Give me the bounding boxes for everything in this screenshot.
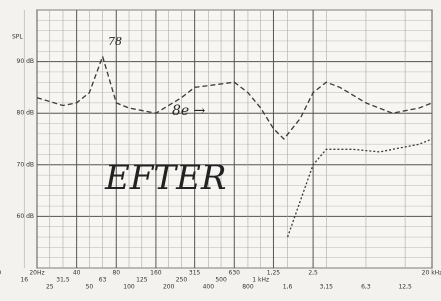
x-tick-label: 10 (0, 270, 1, 277)
x-tick-label: 1,6 (283, 284, 293, 291)
x-tick-label: 6,3 (361, 284, 371, 291)
annotation: 78 (108, 35, 122, 48)
x-tick-label: 63 (99, 277, 107, 284)
y-tick-label: 70 dB (17, 161, 34, 168)
y-tick-label: 60 dB (17, 213, 34, 220)
x-tick-label: 40 (73, 270, 81, 277)
annotation: EFTER (104, 158, 227, 198)
x-tick-label: 2,5 (308, 270, 318, 277)
y-tick-label: 80 dB (17, 110, 34, 117)
x-tick-label: 20 kHz (422, 270, 441, 277)
x-tick-label: 800 (242, 284, 254, 291)
y-tick-label: 90 dB (17, 58, 34, 65)
x-tick-label: 12,5 (398, 284, 412, 291)
x-tick-label: 250 (176, 277, 188, 284)
x-tick-label: 31,5 (56, 277, 70, 284)
annotation: 8e → (172, 103, 206, 119)
x-tick-label: 500 (215, 277, 227, 284)
x-tick-label: 1,25 (267, 270, 281, 277)
x-tick-label: 400 (203, 284, 215, 291)
x-tick-label: 200 (163, 284, 175, 291)
x-tick-label: 100 (123, 284, 135, 291)
x-tick-label: 630 (229, 270, 241, 277)
x-tick-label: 3,15 (320, 284, 334, 291)
x-tick-label: 80 (112, 270, 120, 277)
x-tick-label: 160 (150, 270, 162, 277)
x-tick-label: 50 (86, 284, 94, 291)
x-tick-label: 1 kHz (252, 277, 269, 284)
x-tick-label: 16 (20, 277, 28, 284)
x-tick-label: 125 (136, 277, 148, 284)
chart: SPL 78 8e → EFTER 60 dB 70 dB 80 dB 90 dB 20… (0, 0, 441, 301)
x-tick-label: 25 (46, 284, 54, 291)
x-tick-label: 20Hz (29, 270, 44, 277)
y-axis-label: SPL (12, 34, 23, 41)
x-tick-label: 315 (189, 270, 201, 277)
